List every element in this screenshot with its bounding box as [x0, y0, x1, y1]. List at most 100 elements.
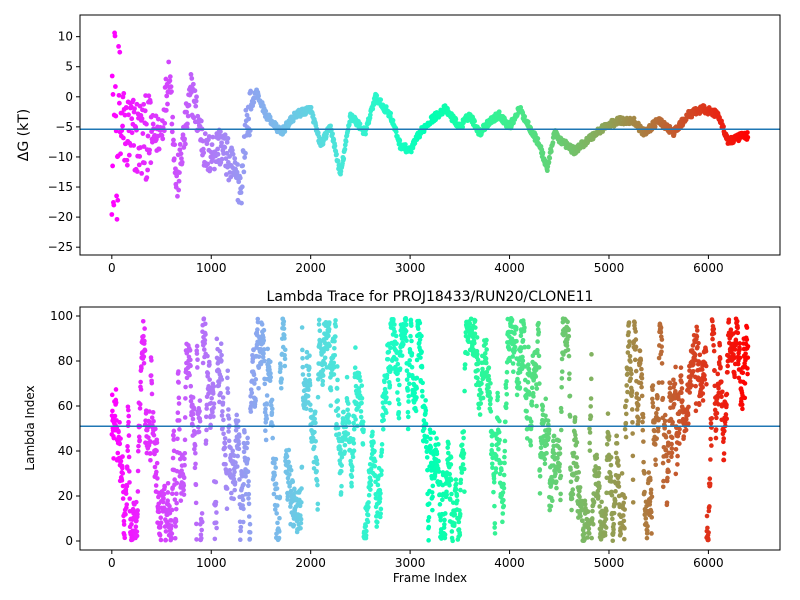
- lambda-point: [567, 371, 572, 376]
- delta-g-point: [230, 151, 236, 157]
- lambda-point: [285, 490, 290, 496]
- lambda-point: [461, 466, 467, 472]
- lambda-point: [569, 507, 574, 513]
- lambda-point: [322, 355, 328, 361]
- lambda-point: [448, 455, 454, 460]
- lambda-point: [645, 523, 650, 529]
- delta-g-point: [378, 97, 384, 103]
- lambda-point: [129, 522, 134, 527]
- lambda-point: [630, 453, 636, 459]
- lambda-point: [246, 514, 252, 519]
- delta-g-point: [110, 163, 116, 169]
- lambda-point: [502, 454, 507, 460]
- lambda-point: [664, 453, 669, 459]
- lambda-point: [231, 496, 237, 502]
- lambda-point: [261, 338, 267, 343]
- lambda-point: [739, 402, 745, 407]
- lambda-point: [202, 321, 208, 327]
- delta-g-point: [162, 120, 168, 126]
- lambda-point: [585, 535, 590, 540]
- lambda-point: [244, 445, 249, 451]
- delta-g-point: [683, 117, 689, 123]
- lambda-point: [371, 440, 376, 446]
- lambda-point: [316, 322, 322, 327]
- lambda-point: [621, 500, 626, 506]
- delta-g-point: [175, 193, 180, 199]
- lambda-point: [216, 380, 222, 385]
- lambda-point: [306, 372, 312, 378]
- lambda-point: [137, 437, 142, 443]
- lambda-point: [479, 390, 484, 396]
- delta-g-panel: 0 1000 2000 3000 4000 5000 6000 1050−5−10−15−2…: [16, 14, 781, 275]
- lambda-point: [437, 479, 443, 485]
- lambda-point: [645, 528, 650, 534]
- lambda-point: [660, 460, 666, 466]
- lambda-point: [604, 441, 610, 447]
- lambda-point: [603, 525, 609, 530]
- lambda-point: [409, 364, 415, 370]
- lambda-point: [625, 371, 630, 377]
- delta-g-point: [240, 163, 246, 169]
- lambda-point: [135, 489, 141, 494]
- lambda-point: [604, 508, 609, 514]
- lambda-point: [678, 365, 684, 370]
- lambda-point: [192, 443, 198, 448]
- lambda-point: [378, 472, 384, 477]
- lambda-point: [412, 390, 417, 396]
- lambda-point: [317, 328, 323, 334]
- lambda-point: [233, 460, 238, 465]
- lambda-point: [649, 531, 654, 536]
- lambda-point: [527, 370, 532, 376]
- lambda-point: [113, 387, 119, 392]
- lambda-point: [514, 392, 520, 398]
- delta-g-point: [141, 101, 147, 107]
- lambda-point: [582, 531, 587, 537]
- lambda-point: [173, 518, 179, 524]
- lambda-point: [139, 365, 144, 371]
- lambda-point: [669, 441, 674, 447]
- lambda-point: [605, 411, 611, 416]
- lambda-point: [299, 500, 304, 505]
- lambda-point: [654, 410, 659, 416]
- lambda-point: [673, 364, 678, 370]
- delta-g-y-tick-label: 0: [65, 90, 73, 104]
- lambda-point: [349, 467, 355, 473]
- lambda-point: [650, 383, 656, 388]
- lambda-point: [241, 449, 247, 455]
- lambda-point: [597, 519, 603, 525]
- delta-g-point: [171, 156, 177, 162]
- lambda-point: [488, 396, 493, 401]
- lambda-point: [659, 349, 664, 354]
- lambda-point: [640, 415, 646, 420]
- lambda-point: [677, 426, 682, 432]
- lambda-point: [732, 347, 738, 352]
- lambda-point: [497, 471, 503, 477]
- lambda-point: [338, 447, 343, 452]
- lambda-point: [603, 512, 608, 517]
- lambda-y-tick-label: 80: [58, 354, 73, 368]
- lambda-point: [340, 438, 345, 444]
- lambda-point: [640, 419, 645, 425]
- lambda-point: [213, 520, 219, 525]
- lambda-point: [497, 437, 502, 443]
- lambda-point: [568, 479, 574, 485]
- lambda-point: [382, 379, 387, 385]
- lambda-point: [478, 401, 484, 406]
- lambda-point: [147, 409, 152, 414]
- lambda-point: [169, 507, 175, 513]
- delta-g-point: [184, 121, 190, 127]
- lambda-point: [489, 461, 495, 467]
- lambda-point: [639, 366, 644, 372]
- delta-g-point: [185, 113, 191, 119]
- lambda-point: [742, 395, 748, 401]
- lambda-point: [187, 372, 192, 378]
- lambda-y-tick-label: 20: [58, 489, 73, 503]
- lambda-point: [721, 439, 726, 445]
- lambda-point: [226, 416, 232, 421]
- lambda-point: [606, 434, 612, 439]
- delta-g-point: [155, 116, 161, 122]
- lambda-point: [247, 530, 253, 535]
- lambda-point: [232, 469, 237, 475]
- delta-g-point: [165, 101, 170, 107]
- lambda-point: [457, 532, 463, 538]
